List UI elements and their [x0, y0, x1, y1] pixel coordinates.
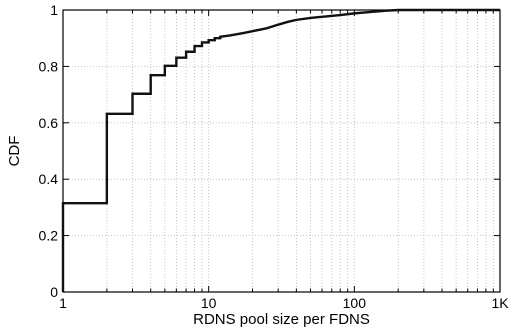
x-tick-label: 1 [59, 295, 67, 311]
y-tick-label: 0.6 [39, 115, 59, 131]
x-axis-label: RDNS pool size per FDNS [193, 311, 370, 328]
cdf-series-line [61, 8, 500, 292]
y-tick-label: 1 [50, 2, 58, 18]
grid-lines [63, 10, 500, 292]
tick-labels: 0 0.2 0.4 0.6 0.8 1 1 10 100 1K [39, 2, 510, 311]
axis-ticks [63, 9, 500, 293]
x-tick-label: 1K [491, 295, 509, 311]
series-group [61, 8, 500, 292]
y-axis-label: CDF [6, 136, 23, 167]
plot-frame [62, 9, 501, 293]
y-tick-label: 0 [50, 284, 58, 300]
x-tick-label: 100 [343, 295, 367, 311]
y-tick-label: 0.2 [39, 228, 59, 244]
y-tick-label: 0.4 [39, 171, 59, 187]
y-tick-label: 0.8 [39, 58, 59, 74]
x-tick-label: 10 [201, 295, 217, 311]
